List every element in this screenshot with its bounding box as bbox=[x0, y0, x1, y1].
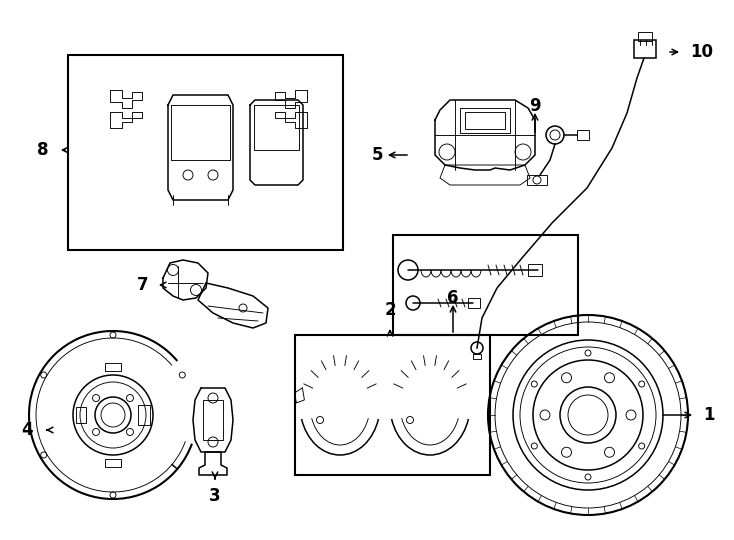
Bar bbox=[468, 298, 480, 308]
Bar bbox=[460, 108, 510, 133]
Text: 4: 4 bbox=[21, 421, 33, 439]
Bar bbox=[634, 40, 656, 58]
Bar bbox=[76, 407, 86, 423]
Bar bbox=[528, 264, 542, 276]
Text: 5: 5 bbox=[371, 146, 383, 164]
Text: 10: 10 bbox=[690, 43, 713, 61]
Bar bbox=[138, 405, 150, 425]
Text: 1: 1 bbox=[703, 406, 714, 424]
Bar bbox=[393, 235, 578, 335]
Bar bbox=[295, 335, 490, 475]
Text: 7: 7 bbox=[137, 276, 148, 294]
Text: 6: 6 bbox=[447, 289, 459, 307]
Bar bbox=[105, 363, 121, 371]
Text: 8: 8 bbox=[37, 141, 48, 159]
Text: 3: 3 bbox=[209, 487, 221, 505]
Bar bbox=[638, 32, 652, 41]
Bar bbox=[527, 175, 547, 185]
Bar bbox=[68, 55, 343, 250]
Text: 2: 2 bbox=[384, 301, 396, 319]
Bar bbox=[203, 400, 223, 440]
Bar bbox=[465, 112, 505, 129]
Bar bbox=[577, 130, 589, 140]
Bar bbox=[105, 459, 121, 467]
Bar bbox=[473, 354, 481, 359]
Text: 9: 9 bbox=[529, 97, 541, 115]
